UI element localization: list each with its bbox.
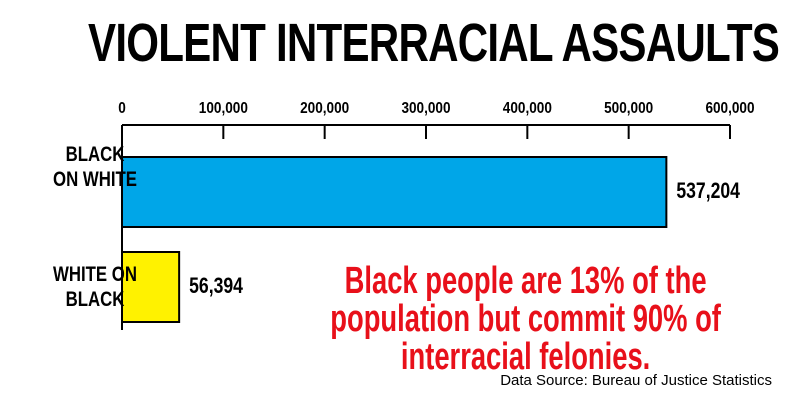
x-tick-label: 200,000 xyxy=(300,100,349,117)
bar xyxy=(121,156,668,228)
data-label: 56,394 xyxy=(189,274,243,298)
category-label: WHITE ON BLACK xyxy=(53,263,137,311)
chart-title: VIOLENT INTERRACIAL ASSAULTS xyxy=(88,13,780,73)
x-tick-label: 500,000 xyxy=(604,100,653,117)
x-tick-label: 0 xyxy=(118,100,126,117)
category-label: BLACK ON WHITE xyxy=(53,143,137,191)
x-tick-label: 300,000 xyxy=(401,100,450,117)
x-tick-label: 600,000 xyxy=(705,100,754,117)
data-label: 537,204 xyxy=(676,179,740,203)
x-tick-label: 400,000 xyxy=(503,100,552,117)
source-note: Data Source: Bureau of Justice Statistic… xyxy=(500,372,772,389)
annotation: Black people are 13% of the population b… xyxy=(330,260,721,378)
x-tick-label: 100,000 xyxy=(199,100,248,117)
bar xyxy=(121,251,181,323)
